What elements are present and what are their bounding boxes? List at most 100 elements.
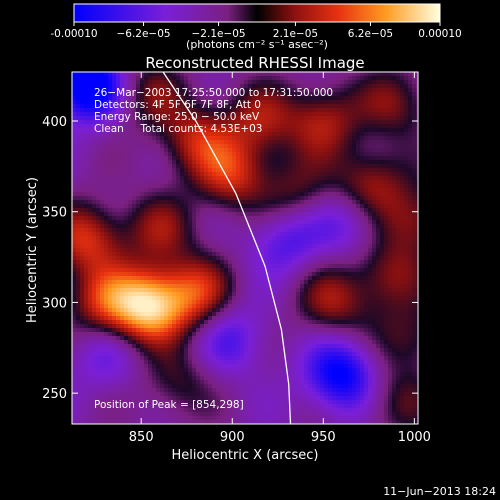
heatmap-cell bbox=[392, 120, 397, 125]
heatmap-cell bbox=[196, 192, 201, 197]
heatmap-cell bbox=[336, 140, 341, 145]
heatmap-cell bbox=[80, 96, 85, 101]
heatmap-cell bbox=[176, 212, 181, 217]
heatmap-cell bbox=[332, 132, 337, 137]
heatmap-cell bbox=[336, 92, 341, 97]
heatmap-cell bbox=[408, 120, 413, 125]
heatmap-cell bbox=[164, 136, 169, 141]
heatmap-cell bbox=[168, 168, 173, 173]
heatmap-cell bbox=[404, 92, 409, 97]
heatmap-cell bbox=[252, 136, 257, 141]
heatmap-cell bbox=[360, 276, 365, 281]
heatmap-cell bbox=[208, 160, 213, 165]
heatmap-cell bbox=[144, 116, 149, 121]
heatmap-cell bbox=[116, 116, 121, 121]
heatmap-cell bbox=[332, 288, 337, 293]
heatmap-cell bbox=[308, 260, 313, 265]
heatmap-cell bbox=[356, 236, 361, 241]
heatmap-cell bbox=[368, 172, 373, 177]
heatmap-cell bbox=[208, 248, 213, 253]
heatmap-cell bbox=[312, 260, 317, 265]
heatmap-cell bbox=[216, 228, 221, 233]
heatmap-cell bbox=[100, 192, 105, 197]
heatmap-cell bbox=[184, 72, 189, 77]
heatmap-cell bbox=[212, 176, 217, 181]
heatmap-cell bbox=[136, 176, 141, 181]
heatmap-cell bbox=[224, 112, 229, 117]
heatmap-cell bbox=[188, 172, 193, 177]
heatmap-cell bbox=[160, 232, 165, 237]
heatmap-cell bbox=[72, 248, 77, 253]
heatmap-cell bbox=[320, 180, 325, 185]
heatmap-cell bbox=[164, 240, 169, 245]
heatmap-cell bbox=[160, 128, 165, 133]
heatmap-cell bbox=[288, 220, 293, 225]
heatmap-cell bbox=[96, 284, 101, 289]
heatmap-cell bbox=[196, 76, 201, 81]
heatmap-cell bbox=[232, 72, 237, 77]
heatmap-cell bbox=[332, 136, 337, 141]
heatmap-cell bbox=[268, 84, 273, 89]
heatmap-cell bbox=[244, 80, 249, 85]
heatmap-cell bbox=[396, 108, 401, 113]
heatmap-cell bbox=[288, 188, 293, 193]
heatmap-cell bbox=[356, 136, 361, 141]
heatmap-cell bbox=[140, 80, 145, 85]
heatmap-cell bbox=[376, 280, 381, 285]
heatmap-cell bbox=[180, 160, 185, 165]
heatmap-cell bbox=[132, 260, 137, 265]
heatmap-cell bbox=[328, 204, 333, 209]
heatmap-cell bbox=[88, 300, 93, 305]
heatmap-cell bbox=[196, 180, 201, 185]
heatmap-cell bbox=[304, 248, 309, 253]
heatmap-cell bbox=[196, 84, 201, 89]
heatmap-cell bbox=[344, 128, 349, 133]
heatmap-cell bbox=[100, 300, 105, 305]
heatmap-cell bbox=[392, 156, 397, 161]
heatmap-cell bbox=[116, 180, 121, 185]
heatmap-cell bbox=[264, 92, 269, 97]
heatmap-cell bbox=[248, 180, 253, 185]
heatmap-cell bbox=[96, 272, 101, 277]
heatmap-cell bbox=[156, 76, 161, 81]
heatmap-cell bbox=[324, 264, 329, 269]
heatmap-cell bbox=[120, 292, 125, 297]
heatmap-cell bbox=[124, 132, 129, 137]
heatmap-cell bbox=[148, 176, 153, 181]
heatmap-cell bbox=[312, 80, 317, 85]
heatmap-cell bbox=[236, 116, 241, 121]
heatmap-cell bbox=[136, 280, 141, 285]
heatmap-cell bbox=[128, 84, 133, 89]
heatmap-cell bbox=[332, 228, 337, 233]
heatmap-cell bbox=[372, 192, 377, 197]
heatmap-cell bbox=[276, 148, 281, 153]
heatmap-cell bbox=[220, 108, 225, 113]
heatmap-cell bbox=[336, 96, 341, 101]
heatmap-cell bbox=[408, 72, 413, 77]
heatmap-cell bbox=[144, 288, 149, 293]
heatmap-cell bbox=[164, 164, 169, 169]
heatmap-cell bbox=[408, 272, 413, 277]
heatmap-cell bbox=[220, 232, 225, 237]
heatmap-cell bbox=[308, 92, 313, 97]
heatmap-cell bbox=[176, 268, 181, 273]
heatmap-cell bbox=[128, 104, 133, 109]
heatmap-cell bbox=[212, 96, 217, 101]
heatmap-cell bbox=[380, 92, 385, 97]
heatmap-cell bbox=[200, 180, 205, 185]
heatmap-cell bbox=[128, 264, 133, 269]
heatmap-cell bbox=[136, 180, 141, 185]
heatmap-cell bbox=[260, 168, 265, 173]
heatmap-cell bbox=[292, 244, 297, 249]
heatmap-cell bbox=[148, 144, 153, 149]
heatmap-cell bbox=[132, 168, 137, 173]
heatmap-cell bbox=[336, 208, 341, 213]
heatmap-cell bbox=[156, 152, 161, 157]
heatmap-cell bbox=[228, 92, 233, 97]
heatmap-cell bbox=[352, 248, 357, 253]
heatmap-cell bbox=[320, 84, 325, 89]
heatmap-cell bbox=[332, 168, 337, 173]
heatmap-cell bbox=[384, 264, 389, 269]
heatmap-cell bbox=[308, 184, 313, 189]
heatmap-cell bbox=[168, 112, 173, 117]
